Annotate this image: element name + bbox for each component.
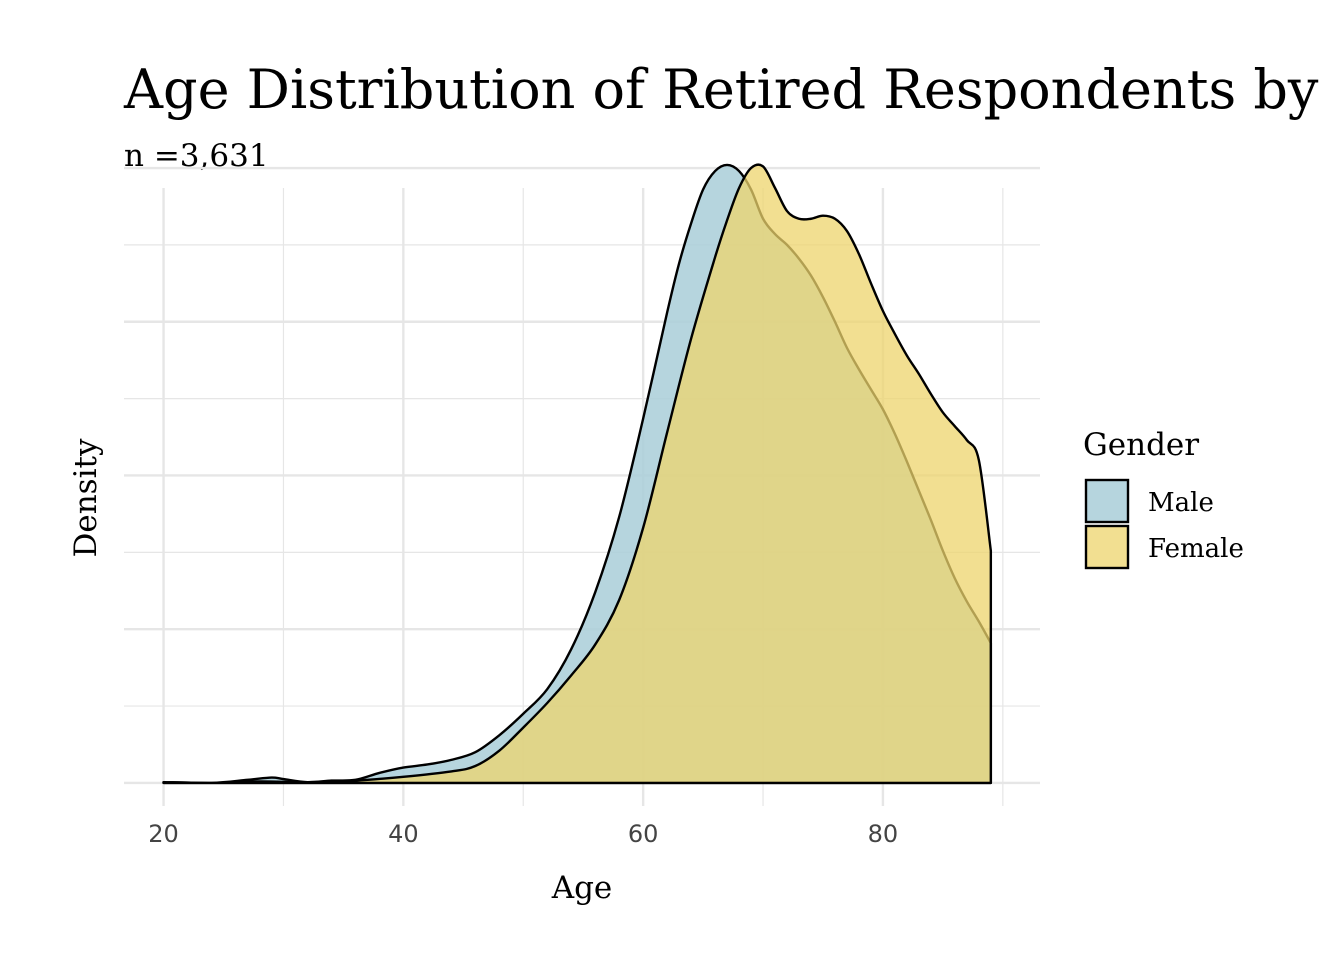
legend-swatch-female [1084, 524, 1130, 570]
x-tick-label: 20 [148, 820, 179, 848]
density-areas [162, 163, 993, 785]
density-area-female [162, 163, 993, 785]
chart-title: Age Distribution of Retired Respondents … [123, 58, 1319, 121]
legend-label-male: Male [1148, 488, 1214, 518]
legend: Gender Male Female [1083, 427, 1244, 570]
x-tick-label: 60 [628, 820, 659, 848]
x-axis-title: Age [551, 870, 613, 906]
x-tick-label: 40 [388, 820, 419, 848]
x-axis-tick-labels: 20 40 60 80 [148, 820, 898, 848]
legend-title: Gender [1083, 427, 1199, 463]
legend-swatch-male [1084, 478, 1130, 524]
y-axis-title: Density [68, 438, 104, 557]
legend-label-female: Female [1148, 534, 1244, 564]
x-tick-label: 80 [868, 820, 899, 848]
legend-items: Male Female [1084, 478, 1244, 570]
plot-panel [124, 163, 1040, 806]
